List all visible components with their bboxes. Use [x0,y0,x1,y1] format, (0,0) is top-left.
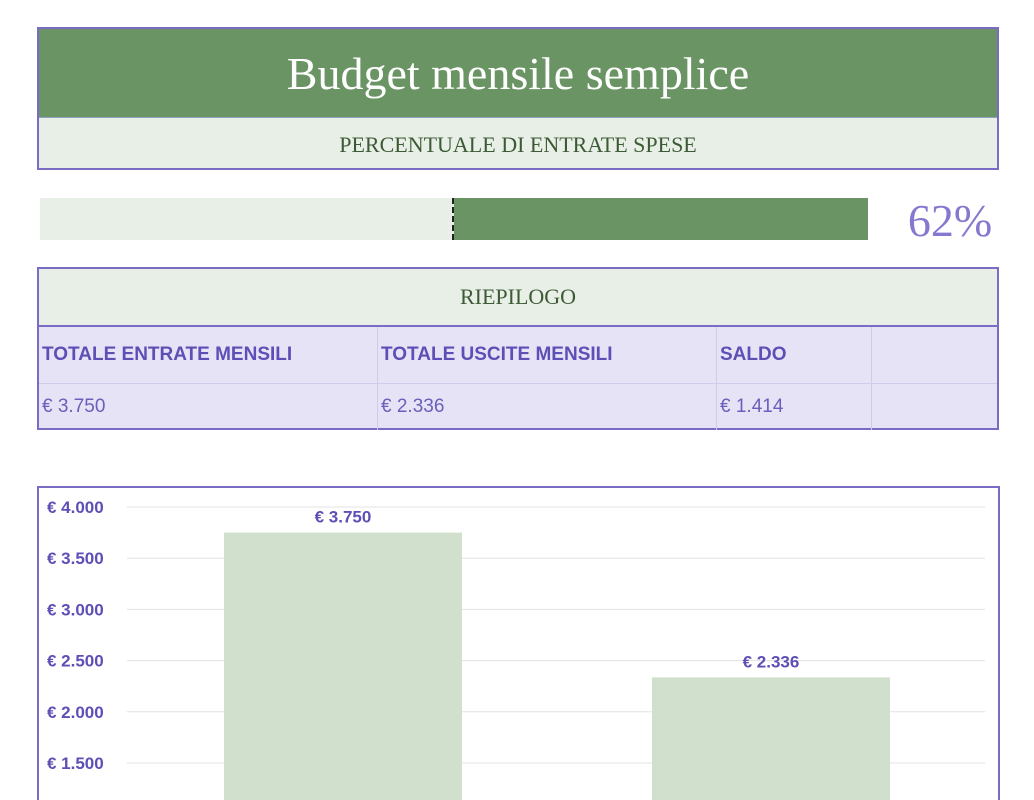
y-tick-label: € 2.500 [47,652,104,671]
header-total-expenses: TOTALE USCITE MENSILI [378,327,717,383]
progress-midpoint-marker [452,198,454,240]
header-empty [872,327,997,383]
expense-progress-bar [40,198,868,240]
chart-canvas: € 1.500 € 2.000 € 2.500 € 3.000 € 3.500 € 4.0… [47,498,985,800]
expense-percentage: 62% [907,194,993,246]
bar[interactable] [224,532,462,800]
header-balance: SALDO [717,327,872,383]
page-title: Budget mensile semplice [39,29,997,118]
value-empty[interactable] [872,384,997,430]
expense-progress-fill [454,198,868,240]
y-tick-label: € 2.000 [47,703,104,722]
title-block: Budget mensile semplice PERCENTUALE DI E… [37,27,999,170]
page-subtitle: PERCENTUALE DI ENTRATE SPESE [339,131,697,157]
value-balance[interactable]: € 1.414 [717,384,872,430]
y-tick-label: € 1.500 [47,754,104,773]
summary-header-row: TOTALE ENTRATE MENSILI TOTALE USCITE MEN… [39,327,997,384]
y-tick-label: € 4.000 [47,498,104,517]
budget-chart: € 1.500 € 2.000 € 2.500 € 3.000 € 3.500 € 4.0… [37,486,1000,800]
summary-table: RIEPILOGO TOTALE ENTRATE MENSILI TOTALE … [37,267,999,430]
bar-data-label: € 3.750 [315,508,372,527]
y-tick-label: € 3.000 [47,600,104,619]
summary-title: RIEPILOGO [39,269,997,327]
bar-data-label: € 2.336 [743,652,800,671]
y-tick-label: € 3.500 [47,549,104,568]
value-total-expenses[interactable]: € 2.336 [378,384,717,430]
value-total-income[interactable]: € 3.750 [39,384,378,430]
summary-value-row: € 3.750 € 2.336 € 1.414 [39,384,997,430]
header-total-income: TOTALE ENTRATE MENSILI [39,327,378,383]
bar[interactable] [652,677,890,800]
